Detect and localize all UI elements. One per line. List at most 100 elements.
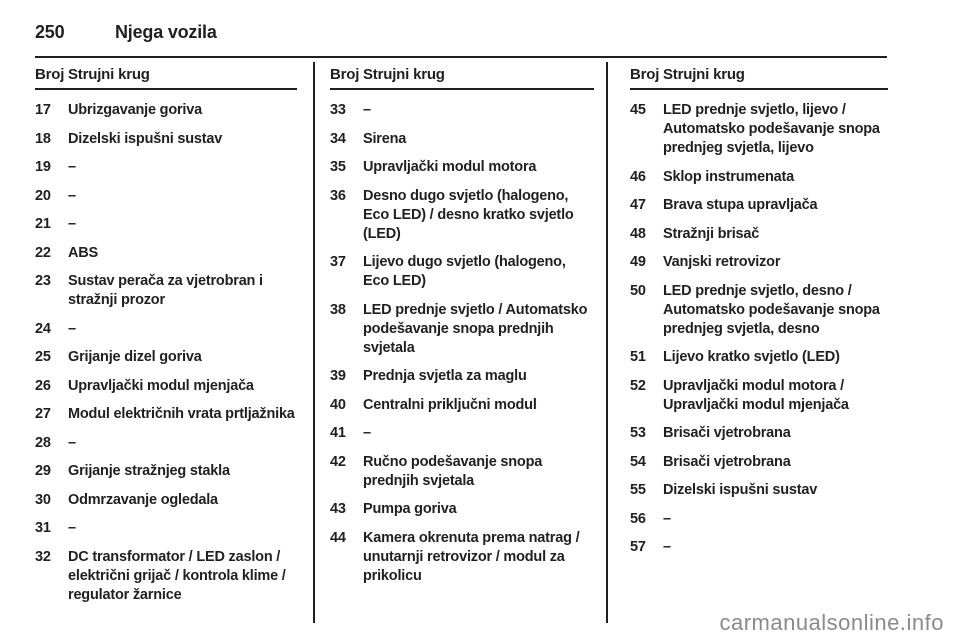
fuse-circuit-label: Dizelski ispušni sustav — [68, 130, 223, 147]
fuse-number: 28 — [35, 434, 51, 451]
fuse-number: 25 — [35, 349, 51, 365]
fuse-row: 35 Upravljački modul motora — [330, 158, 594, 177]
fuse-row: 57 – — [630, 538, 888, 557]
column-header-number: Broj — [630, 66, 660, 83]
fuse-circuit-label: Vanjski retrovizor — [663, 254, 781, 270]
fuse-number: 23 — [35, 273, 51, 289]
fuse-row: 33 – — [330, 101, 594, 120]
fuse-row: 37 Lijevo dugo svjetlo (halogeno, Eco LED… — [330, 253, 594, 291]
page-title: Njega vozila — [115, 22, 217, 42]
page-header: 250 Njega vozila — [35, 22, 217, 43]
fuse-circuit-label: Kamera okrenuta prema natrag / unutarnji… — [363, 529, 580, 584]
fuse-circuit-label: Sustav perača za vjetrobran i stražnji p… — [68, 273, 263, 308]
fuse-row: 24– — [35, 320, 297, 339]
fuse-number: 41 — [330, 425, 346, 441]
column-header-rule — [330, 88, 594, 90]
fuse-row: 26 Upravljački modul mjenjača — [35, 377, 297, 396]
fuse-number: 32 — [35, 548, 51, 565]
fuse-number: 43 — [330, 501, 346, 517]
fuse-circuit-label: Centralni priključni modul — [363, 396, 537, 413]
fuse-circuit-label: – — [68, 187, 76, 204]
fuse-circuit-label: LED prednje svjetlo / Automatsko podešav… — [363, 301, 588, 356]
circuit-rows: 45 LED prednje svjetlo, lijevo / Automats… — [630, 101, 888, 557]
fuse-number: 18 — [35, 130, 51, 147]
fuse-row: 18 Dizelski ispušni sustav — [35, 130, 297, 149]
fuse-row: 55 Dizelski ispušni sustav — [630, 481, 888, 500]
fuse-row: 50 LED prednje svjetlo, desno / Automatsk… — [630, 282, 888, 339]
fuse-number: 29 — [35, 463, 51, 479]
fuse-number: 40 — [330, 396, 346, 413]
fuse-row: 23 Sustav perača za vjetrobran i stražnji… — [35, 272, 297, 310]
fuse-number: 35 — [330, 159, 346, 175]
watermark: carmanualsonline.info — [719, 610, 944, 635]
page-number: 250 — [35, 22, 65, 42]
fuse-circuit-label: Upravljački modul mjenjača — [68, 377, 254, 394]
fuse-circuit-label: – — [68, 320, 76, 337]
circuit-column-2: Broj Strujni krug 33 – 34 Sirena 35 Upravljačk… — [330, 66, 594, 595]
fuse-number: 46 — [630, 168, 646, 185]
fuse-circuit-label: – — [68, 434, 76, 451]
fuse-circuit-label: Dizelski ispušni sustav — [663, 482, 818, 498]
fuse-row: 49 Vanjski retrovizor — [630, 253, 888, 272]
fuse-circuit-label: Ručno podešavanje snopa prednjih svjetal… — [363, 453, 543, 489]
fuse-circuit-label: Brisači vjetrobrana — [663, 453, 791, 470]
fuse-number: 56 — [630, 510, 646, 527]
fuse-circuit-label: Sklop instrumenata — [663, 168, 794, 185]
fuse-number: 36 — [330, 187, 346, 204]
fuse-circuit-label: Lijevo kratko svjetlo (LED) — [663, 349, 840, 365]
fuse-number: 51 — [630, 349, 646, 365]
fuse-row: 22 ABS — [35, 244, 297, 263]
fuse-row: 30 Odmrzavanje ogledala — [35, 491, 297, 510]
fuse-number: 39 — [330, 368, 346, 384]
fuse-number: 33 — [330, 102, 346, 118]
column-header-circuit: Strujni krug — [68, 66, 150, 83]
fuse-circuit-label: Ubrizgavanje goriva — [68, 102, 202, 118]
fuse-circuit-label: – — [68, 520, 76, 536]
column-header: Broj Strujni krug — [630, 66, 888, 83]
fuse-circuit-label: Brisači vjetrobrana — [663, 425, 791, 441]
fuse-row: 32 DC transformator / LED zaslon / elektr… — [35, 548, 297, 605]
fuse-row: 39 Prednja svjetla za maglu — [330, 367, 594, 386]
circuit-rows: 33 – 34 Sirena 35 Upravljački modul motora 36 D… — [330, 101, 594, 586]
fuse-circuit-label: ABS — [68, 244, 99, 261]
fuse-row: 52 Upravljački modul motora / Upravljački… — [630, 377, 888, 415]
fuse-row: 45 LED prednje svjetlo, lijevo / Automats… — [630, 101, 888, 158]
fuse-circuit-label: Odmrzavanje ogledala — [68, 491, 218, 508]
fuse-number: 31 — [35, 520, 51, 536]
fuse-number: 30 — [35, 491, 51, 508]
column-header: Broj Strujni krug — [35, 66, 297, 83]
fuse-row: 34 Sirena — [330, 130, 594, 149]
circuit-rows: 17 Ubrizgavanje goriva 18 Dizelski ispušni … — [35, 101, 297, 605]
fuse-row: 46 Sklop instrumenata — [630, 168, 888, 187]
fuse-row: 43 Pumpa goriva — [330, 500, 594, 519]
circuit-column-1: Broj Strujni krug 17 Ubrizgavanje goriva 18… — [35, 66, 297, 614]
fuse-circuit-label: – — [663, 510, 671, 527]
column-header-number: Broj — [35, 66, 65, 83]
fuse-number: 21 — [35, 216, 51, 232]
fuse-row: 38 LED prednje svjetlo / Automatsko podeš… — [330, 301, 594, 358]
fuse-circuit-label: LED prednje svjetlo, lijevo / Automatsko… — [663, 102, 880, 156]
fuse-row: 47 Brava stupa upravljača — [630, 196, 888, 215]
fuse-circuit-label: Sirena — [363, 130, 407, 147]
fuse-number: 49 — [630, 254, 646, 270]
column-header-rule — [630, 88, 888, 90]
fuse-circuit-label: Prednja svjetla za maglu — [363, 368, 527, 384]
fuse-number: 53 — [630, 425, 646, 441]
fuse-row: 19 – — [35, 158, 297, 177]
fuse-circuit-label: – — [363, 425, 371, 441]
fuse-circuit-label: Brava stupa upravljača — [663, 197, 818, 213]
fuse-number: 38 — [330, 301, 346, 318]
fuse-number: 34 — [330, 130, 346, 147]
fuse-number: 37 — [330, 254, 346, 270]
fuse-row: 51 Lijevo kratko svjetlo (LED) — [630, 348, 888, 367]
fuse-row: 29 Grijanje stražnjeg stakla — [35, 462, 297, 481]
header-rule — [35, 56, 887, 58]
fuse-number: 54 — [630, 453, 646, 470]
fuse-circuit-label: Lijevo dugo svjetlo (halogeno, Eco LED) — [363, 254, 566, 289]
fuse-row: 27 Modul električnih vrata prtljažnika — [35, 405, 297, 424]
fuse-circuit-label: Stražnji brisač — [663, 225, 760, 242]
fuse-number: 44 — [330, 529, 346, 546]
fuse-row: 21 – — [35, 215, 297, 234]
fuse-row: 28– — [35, 434, 297, 453]
